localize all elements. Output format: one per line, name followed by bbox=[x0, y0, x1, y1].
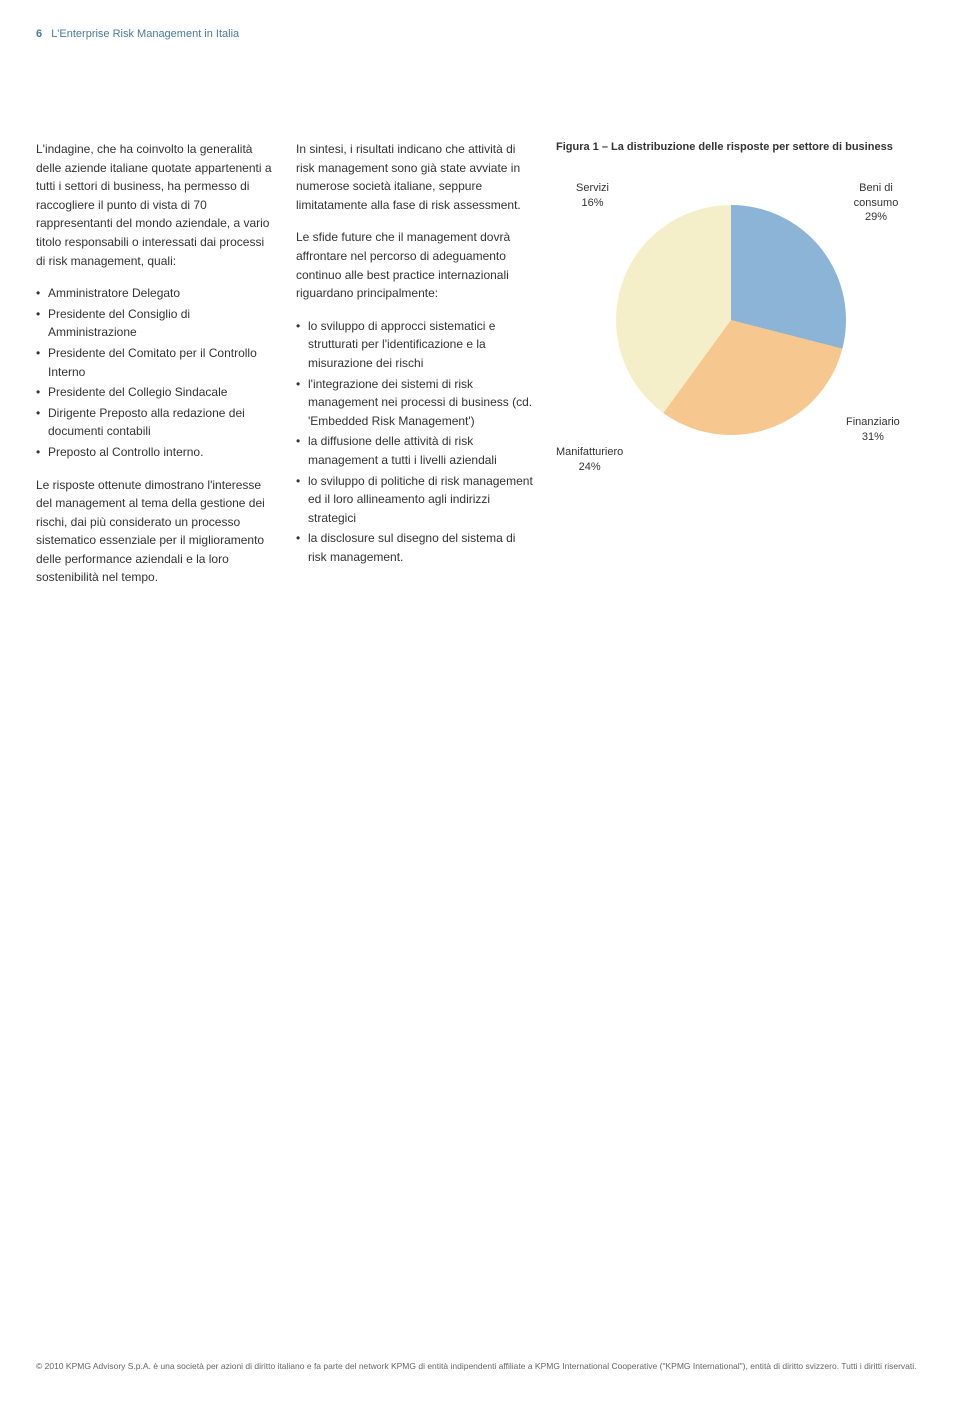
list-item: Presidente del Consiglio di Amministrazi… bbox=[36, 305, 276, 342]
pie-label-text: Manifatturiero bbox=[556, 446, 623, 458]
pie-label-pct: 16% bbox=[581, 197, 603, 209]
list-item: Dirigente Preposto alla redazione dei do… bbox=[36, 404, 276, 441]
pie-label-servizi: Servizi 16% bbox=[576, 181, 609, 210]
list-item: la disclosure sul disegno del sistema di… bbox=[296, 529, 536, 566]
pie-label-finanziario: Finanziario 31% bbox=[846, 415, 900, 444]
column-2: In sintesi, i risultati indicano che att… bbox=[296, 140, 536, 601]
list-item: lo sviluppo di approcci sistematici e st… bbox=[296, 317, 536, 373]
page-number: 6 bbox=[36, 28, 42, 40]
pie-label-manifatturiero: Manifatturiero 24% bbox=[556, 445, 623, 474]
list-item: Presidente del Collegio Sindacale bbox=[36, 383, 276, 402]
list-item: lo sviluppo di politiche di risk managem… bbox=[296, 472, 536, 528]
col1-p2: Le risposte ottenute dimostrano l'intere… bbox=[36, 476, 276, 588]
pie-label-text: Beni di consumo bbox=[854, 182, 899, 208]
pie-label-text: Servizi bbox=[576, 182, 609, 194]
pie-chart-wrap: Servizi 16% Beni di consumo 29% Manifatt… bbox=[556, 175, 916, 535]
page-header: 6 L'Enterprise Risk Management in Italia bbox=[0, 0, 960, 40]
col2-p1: In sintesi, i risultati indicano che att… bbox=[296, 140, 536, 214]
pie-label-pct: 24% bbox=[579, 461, 601, 473]
col1-p1: L'indagine, che ha coinvolto la generali… bbox=[36, 140, 276, 270]
column-1: L'indagine, che ha coinvolto la generali… bbox=[36, 140, 276, 601]
col1-list1: Amministratore Delegato Presidente del C… bbox=[36, 284, 276, 461]
page-title: L'Enterprise Risk Management in Italia bbox=[51, 28, 239, 40]
list-item: Preposto al Controllo interno. bbox=[36, 443, 276, 462]
pie-chart bbox=[616, 205, 846, 435]
pie-label-text: Finanziario bbox=[846, 416, 900, 428]
chart-title: Figura 1 – La distribuzione delle rispos… bbox=[556, 140, 924, 155]
page-footer: © 2010 KPMG Advisory S.p.A. è una societ… bbox=[36, 1361, 924, 1373]
pie-label-beni: Beni di consumo 29% bbox=[836, 181, 916, 224]
list-item: Amministratore Delegato bbox=[36, 284, 276, 303]
content-row: L'indagine, che ha coinvolto la generali… bbox=[0, 40, 960, 601]
list-item: Presidente del Comitato per il Controllo… bbox=[36, 344, 276, 381]
footer-line: © 2010 KPMG Advisory S.p.A. è una societ… bbox=[36, 1361, 917, 1371]
chart-column: Figura 1 – La distribuzione delle rispos… bbox=[556, 140, 924, 601]
col2-list1: lo sviluppo di approcci sistematici e st… bbox=[296, 317, 536, 567]
pie-label-pct: 31% bbox=[862, 431, 884, 443]
col2-p2: Le sfide future che il management dovrà … bbox=[296, 228, 536, 302]
list-item: la diffusione delle attività di risk man… bbox=[296, 432, 536, 469]
pie-label-pct: 29% bbox=[865, 211, 887, 223]
list-item: l'integrazione dei sistemi di risk manag… bbox=[296, 375, 536, 431]
